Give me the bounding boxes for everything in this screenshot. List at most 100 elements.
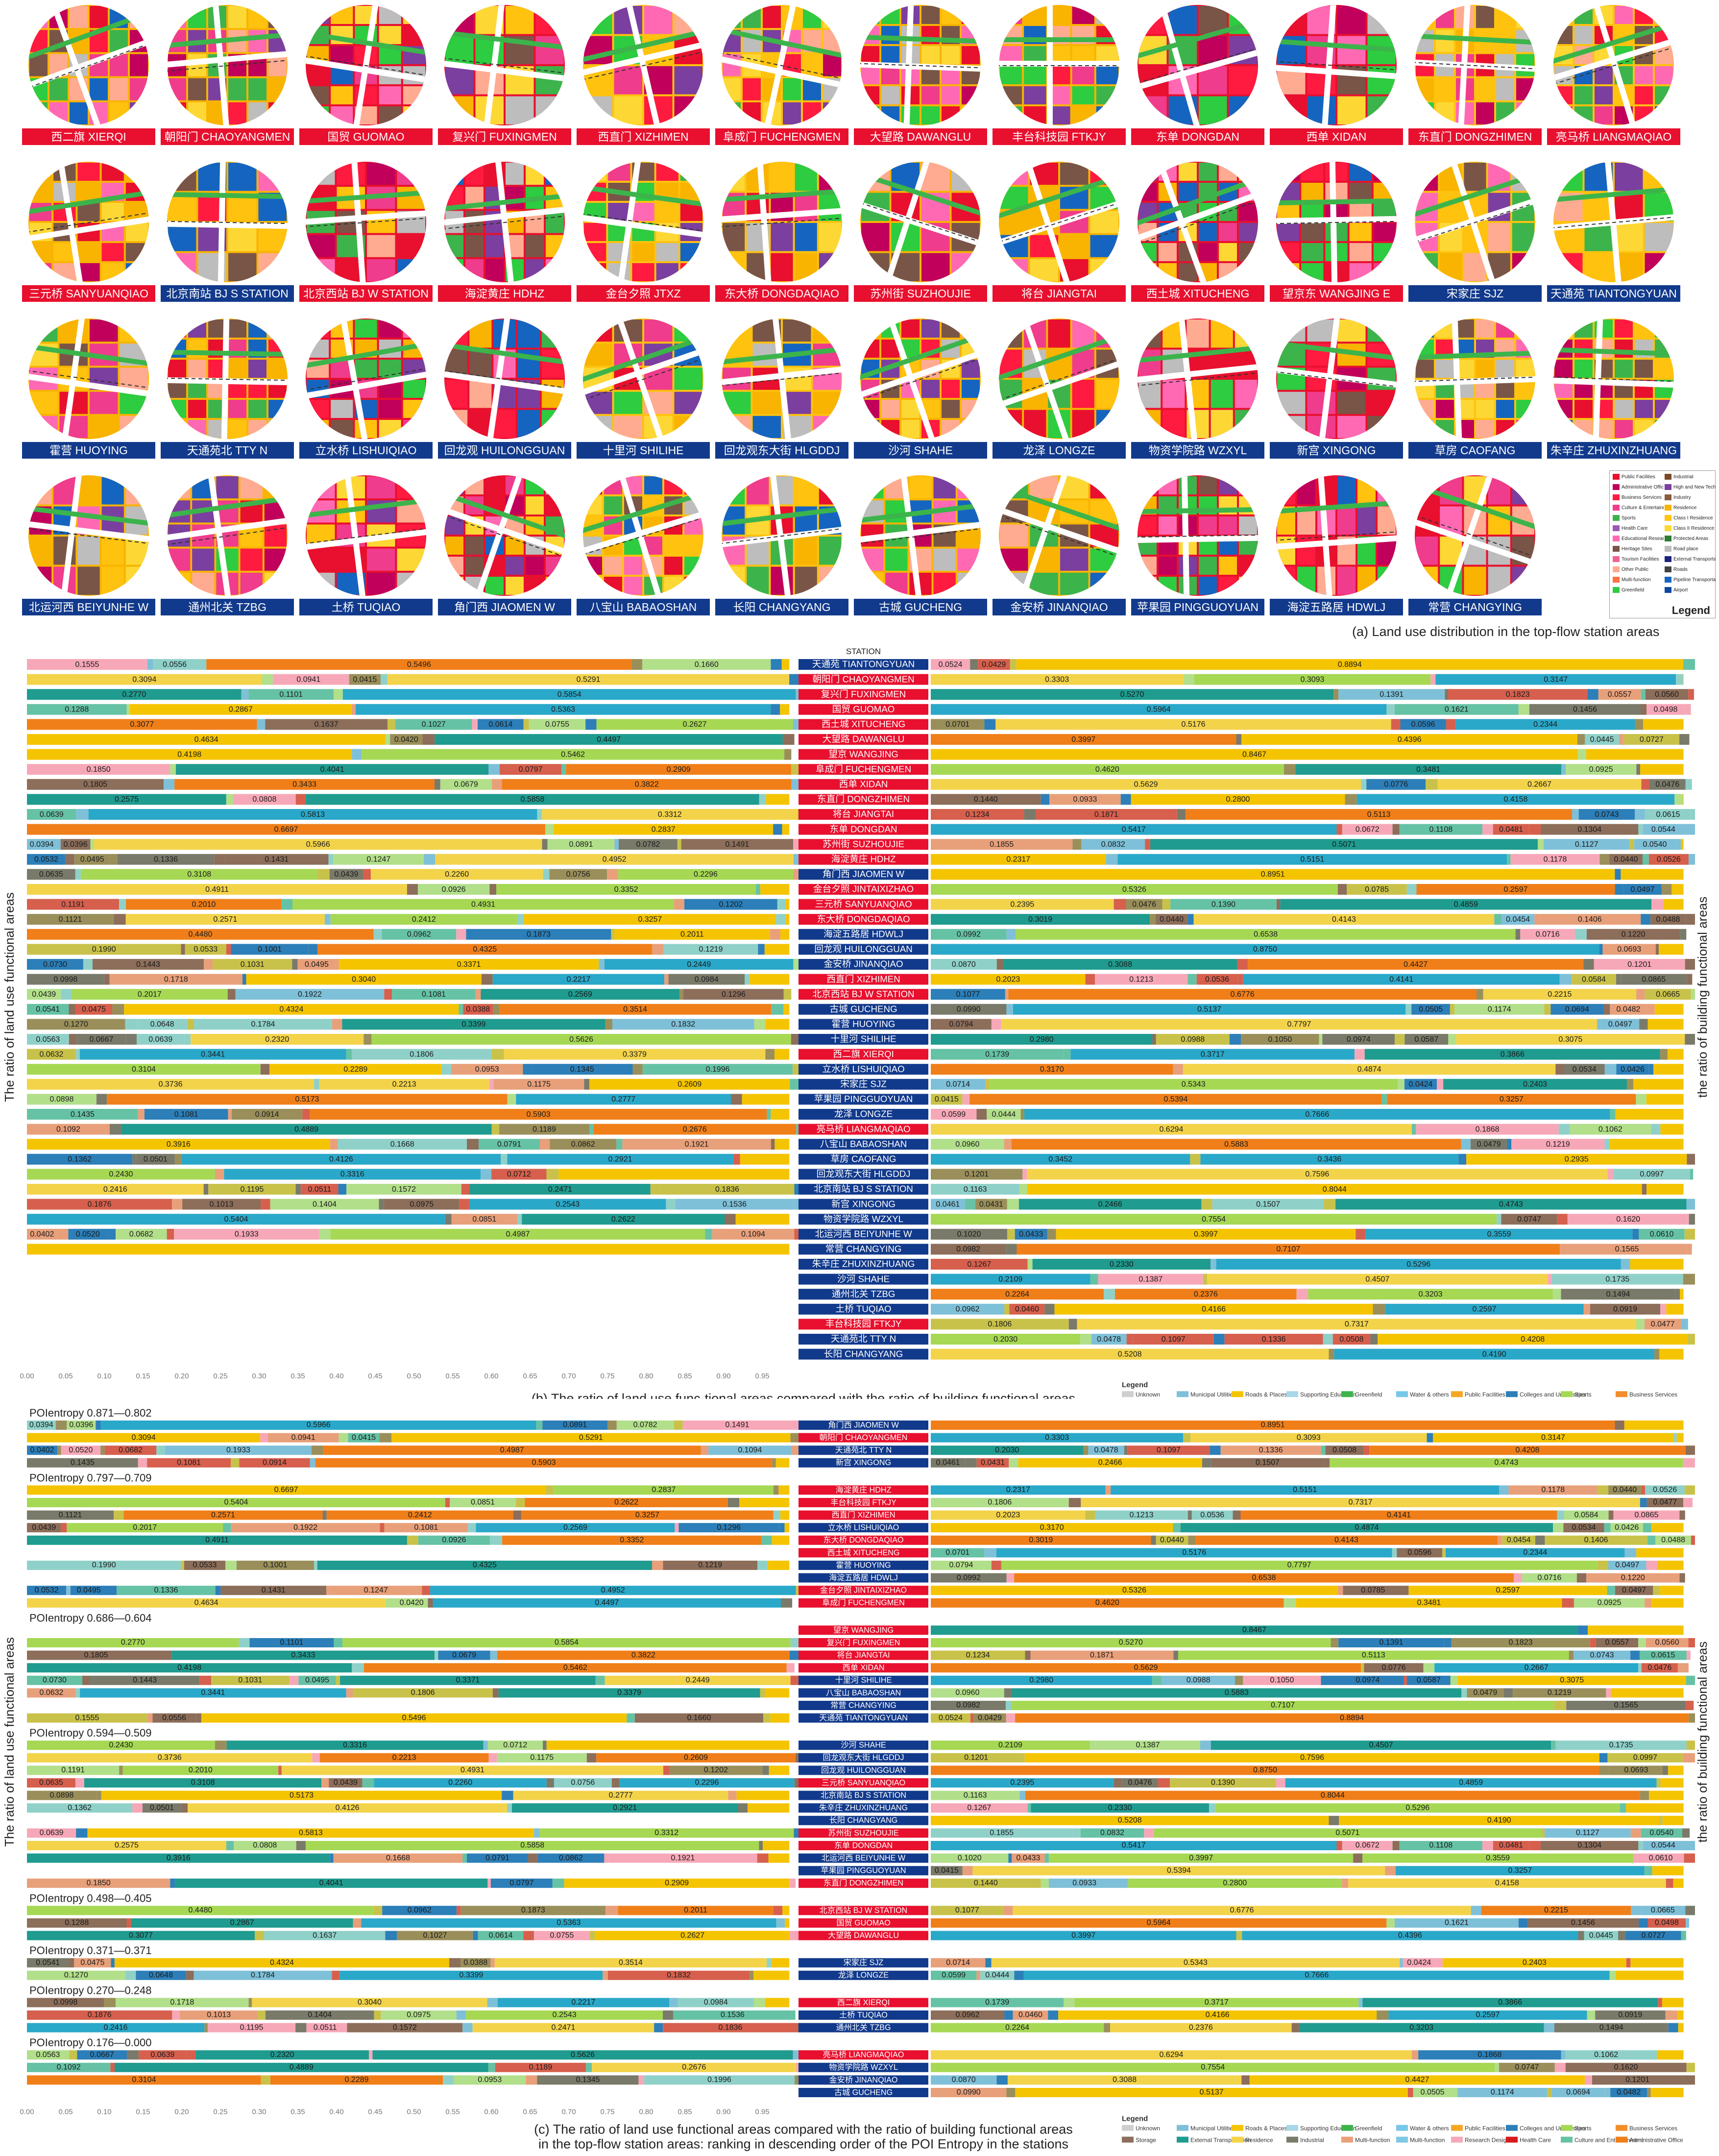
bar-segment bbox=[1574, 1650, 1631, 1660]
segment-value-label: 0.0714 bbox=[946, 1080, 970, 1089]
segment-value-label: 0.7666 bbox=[1305, 1110, 1329, 1119]
bar-segment bbox=[319, 1753, 489, 1763]
bar-segment bbox=[931, 1918, 1387, 1928]
left-bar: 0.1121 0.2571 0.2412 0.3257 bbox=[27, 914, 790, 925]
bar-segment bbox=[1077, 1319, 1637, 1330]
segment-value-label: 0.1219 bbox=[1548, 1689, 1572, 1697]
bar-segment bbox=[780, 929, 790, 940]
bar-segment bbox=[1196, 974, 1238, 985]
right-bar: 0.1234 0.1871 0.5113 0.0743 0.0615 bbox=[931, 809, 1695, 820]
segment-value-label: 0.4427 bbox=[1405, 2076, 1429, 2084]
bar-segment bbox=[1675, 1289, 1680, 1300]
station-name-box: 土桥 TUQIAO bbox=[799, 1304, 928, 1315]
station-label: 海淀五路居 HDWLJ bbox=[1270, 599, 1403, 615]
bar-segment bbox=[246, 974, 482, 985]
bar-segment bbox=[1565, 2062, 1687, 2072]
x-tick-label: 0.95 bbox=[755, 2108, 769, 2116]
segment-value-label: 0.0672 bbox=[1356, 825, 1380, 833]
station-name-box: 古城 GUCHENG bbox=[799, 1004, 928, 1015]
segment-value-label: 0.3170 bbox=[1040, 1523, 1064, 1532]
station-label: 西直门 XIZHIMEN bbox=[577, 128, 710, 145]
segment-value-label: 0.0424 bbox=[1409, 1080, 1433, 1089]
bar-segment bbox=[742, 1094, 790, 1105]
station-name: 土桥 TUQIAO bbox=[839, 2010, 888, 2019]
bar-segment bbox=[1656, 1778, 1661, 1788]
bar-segment bbox=[27, 854, 66, 865]
segment-value-label: 0.1175 bbox=[527, 1080, 551, 1089]
segment-value-label: 0.0727 bbox=[1642, 1931, 1666, 1939]
x-tick-label: 0.25 bbox=[213, 2108, 227, 2116]
bar-segment bbox=[76, 1828, 88, 1838]
bar-segment bbox=[1649, 1790, 1684, 1800]
bar-segment bbox=[931, 719, 985, 730]
segment-value-label: 0.3203 bbox=[1419, 1290, 1443, 1298]
station-box-bg bbox=[799, 869, 928, 880]
segment-value-label: 0.4208 bbox=[1521, 1335, 1545, 1344]
bar-segment bbox=[1365, 1228, 1633, 1240]
bar-legend-label: Municipal Utilities bbox=[1190, 1391, 1236, 1398]
segment-value-label: 0.0914 bbox=[263, 1458, 287, 1467]
bar-segment bbox=[349, 674, 381, 685]
bar-segment bbox=[27, 1153, 133, 1165]
station-box-bg bbox=[799, 1535, 928, 1545]
bar-segment bbox=[1604, 1523, 1611, 1533]
bar-segment bbox=[330, 1139, 338, 1150]
segment-value-label: 0.2867 bbox=[229, 706, 253, 714]
bar-segment bbox=[931, 1094, 963, 1105]
right-bar: 0.3170 0.4874 0.0534 0.0426 bbox=[931, 1064, 1684, 1075]
right-bar: 0.5964 0.1621 0.1456 0.0498 bbox=[931, 704, 1691, 715]
bar-segment bbox=[1604, 1139, 1609, 1150]
bar-segment bbox=[443, 2075, 454, 2085]
segment-value-label: 0.5883 bbox=[1224, 1140, 1248, 1149]
station-label: 宋家庄 SJZ bbox=[1408, 285, 1542, 302]
segment-value-label: 0.2597 bbox=[1504, 885, 1528, 894]
bar-segment bbox=[931, 1970, 977, 1980]
bar-segment bbox=[931, 1998, 1064, 2008]
segment-value-label: 0.3371 bbox=[456, 1676, 480, 1684]
segment-value-label: 0.5626 bbox=[569, 1035, 593, 1044]
bar-segment bbox=[117, 854, 215, 865]
bar-segment bbox=[733, 1153, 740, 1165]
bar-segment bbox=[107, 1228, 116, 1240]
bar-segment bbox=[1388, 2010, 1587, 2020]
segment-value-label: 0.1094 bbox=[741, 1230, 765, 1239]
bar-segment bbox=[27, 1169, 215, 1180]
bar-segment bbox=[1007, 1228, 1015, 1240]
segment-value-label: 0.1202 bbox=[719, 900, 743, 908]
segment-value-label: 0.0394 bbox=[29, 1421, 53, 1429]
station-box-bg bbox=[799, 1548, 928, 1558]
segment-value-label: 0.1270 bbox=[64, 1020, 88, 1029]
bar-segment bbox=[27, 989, 61, 1000]
segment-value-label: 0.1345 bbox=[576, 2076, 600, 2084]
bar-segment bbox=[181, 1561, 184, 1570]
bar-segment bbox=[1342, 1841, 1393, 1850]
bar-segment bbox=[310, 1458, 315, 1468]
bar-segment bbox=[931, 1815, 1329, 1825]
bar-segment bbox=[1362, 1853, 1634, 1863]
bar-segment bbox=[27, 1853, 330, 1863]
bar-segment bbox=[27, 1958, 69, 1968]
segment-value-label: 0.3019 bbox=[1028, 915, 1052, 924]
segment-value-label: 0.2030 bbox=[993, 1335, 1017, 1344]
station-box-bg bbox=[799, 1064, 928, 1075]
bar-segment bbox=[265, 719, 388, 730]
bar-segment bbox=[1240, 1510, 1557, 1520]
bar-segment bbox=[1403, 1958, 1435, 1968]
segment-value-label: 0.1390 bbox=[1211, 900, 1235, 908]
segment-value-label: 0.0984 bbox=[704, 1998, 728, 2007]
station-box-bg bbox=[799, 1153, 928, 1165]
bar-segment bbox=[790, 1675, 801, 1685]
bar-segment bbox=[931, 1421, 1615, 1430]
segment-value-label: 0.0587 bbox=[1417, 1676, 1441, 1684]
legend-label: Public Facilities bbox=[1622, 474, 1655, 480]
segment-value-label: 0.3203 bbox=[1409, 2023, 1433, 2032]
bar-segment bbox=[211, 1675, 290, 1685]
left-bar: 0.1435 0.1081 0.0914 0.5903 bbox=[27, 1458, 790, 1468]
bar-segment bbox=[1645, 989, 1691, 1000]
segment-value-label: 0.0865 bbox=[1634, 1511, 1658, 1519]
segment-value-label: 0.2921 bbox=[608, 1155, 632, 1164]
bar-segment bbox=[764, 944, 790, 955]
left-bar: 0.3094 0.0941 0.0415 0.5291 bbox=[27, 1433, 801, 1443]
station-name: 北京西站 BJ W STATION bbox=[820, 1906, 908, 1915]
segment-value-label: 0.5903 bbox=[527, 1110, 551, 1119]
